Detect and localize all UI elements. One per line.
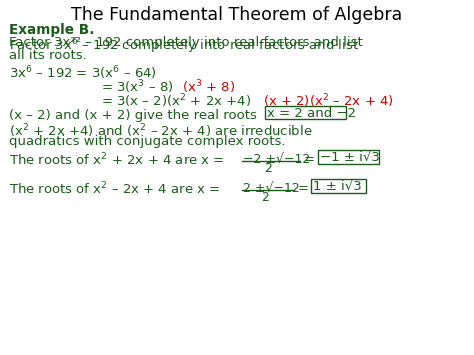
Text: The Fundamental Theorem of Algebra: The Fundamental Theorem of Algebra bbox=[72, 6, 402, 24]
Text: The roots of x$^2$ – 2x + 4 are x =: The roots of x$^2$ – 2x + 4 are x = bbox=[9, 181, 220, 198]
Text: =: = bbox=[304, 153, 315, 166]
Text: 3x$^6$ – 192 = 3(x$^6$ – 64): 3x$^6$ – 192 = 3(x$^6$ – 64) bbox=[9, 65, 157, 82]
Text: 1 ± i√3: 1 ± i√3 bbox=[312, 180, 361, 193]
Text: Factor 3x²² – 192 completely into real factors and list: Factor 3x²² – 192 completely into real f… bbox=[9, 36, 363, 49]
Text: (x$^3$ + 8): (x$^3$ + 8) bbox=[182, 79, 236, 96]
Text: x = 2 and −2: x = 2 and −2 bbox=[267, 106, 356, 120]
Text: Factor 3x$^6$ – 192 completely into real factors and list: Factor 3x$^6$ – 192 completely into real… bbox=[9, 36, 359, 56]
Text: (x + 2)(x$^2$ – 2x + 4): (x + 2)(x$^2$ – 2x + 4) bbox=[263, 93, 393, 110]
Text: −2 ±√−12: −2 ±√−12 bbox=[243, 153, 310, 166]
Text: quadratics with conjugate complex roots.: quadratics with conjugate complex roots. bbox=[9, 135, 286, 148]
Text: all its roots.: all its roots. bbox=[9, 49, 87, 62]
Text: The roots of x$^2$ + 2x + 4 are x =: The roots of x$^2$ + 2x + 4 are x = bbox=[9, 152, 225, 169]
FancyBboxPatch shape bbox=[318, 150, 379, 164]
Text: 2 ±√−12: 2 ±√−12 bbox=[243, 182, 300, 195]
Text: 2: 2 bbox=[261, 191, 269, 204]
Text: 2: 2 bbox=[264, 162, 272, 175]
FancyBboxPatch shape bbox=[265, 105, 346, 120]
Text: = 3(x$^3$ – 8): = 3(x$^3$ – 8) bbox=[101, 79, 173, 96]
Text: (x$^2$ + 2x +4) and (x$^2$ – 2x + 4) are irreducible: (x$^2$ + 2x +4) and (x$^2$ – 2x + 4) are… bbox=[9, 122, 313, 140]
Text: Example B.: Example B. bbox=[9, 23, 95, 37]
Text: (x – 2) and (x + 2) give the real roots: (x – 2) and (x + 2) give the real roots bbox=[9, 109, 257, 121]
FancyBboxPatch shape bbox=[310, 179, 366, 193]
Text: =: = bbox=[298, 182, 309, 195]
Text: = 3(x – 2)(x$^2$ + 2x +4): = 3(x – 2)(x$^2$ + 2x +4) bbox=[101, 93, 251, 110]
Text: −1 ± i√3: −1 ± i√3 bbox=[319, 151, 379, 164]
Text: .: . bbox=[347, 106, 352, 120]
